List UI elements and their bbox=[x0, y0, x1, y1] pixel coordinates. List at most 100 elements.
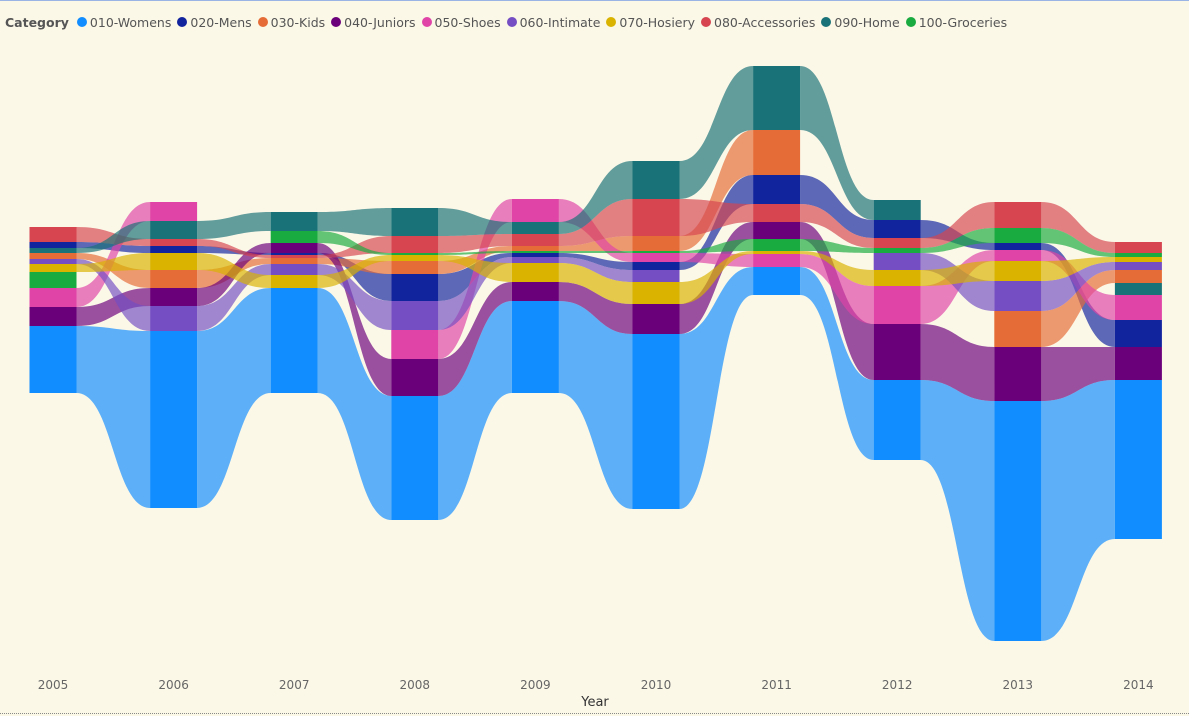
ribbon-010-womens-2011-2012[interactable] bbox=[800, 267, 874, 460]
ribbon-090-home-2007-2008[interactable] bbox=[317, 208, 392, 236]
bar-segment-050-shoes-2013[interactable] bbox=[994, 250, 1042, 261]
bar-segment-060-intimate-2013[interactable] bbox=[994, 281, 1042, 311]
bar-segment-020-mens-2008[interactable] bbox=[391, 274, 439, 301]
bar-segment-010-womens-2010[interactable] bbox=[632, 334, 680, 509]
ribbon-020-mens-2009-2010[interactable] bbox=[558, 253, 633, 270]
bar-segment-100-groceries-2011[interactable] bbox=[753, 239, 801, 251]
bar-segment-080-accessories-2012[interactable] bbox=[873, 238, 921, 248]
bar-segment-050-shoes-2009[interactable] bbox=[511, 199, 559, 222]
bar-segment-030-kids-2009[interactable] bbox=[511, 246, 559, 251]
ribbon-080-accessories-2013-2014[interactable] bbox=[1041, 202, 1115, 253]
legend-item-060-intimate[interactable]: 060-Intimate bbox=[506, 15, 600, 30]
bar-segment-080-accessories-2008[interactable] bbox=[391, 236, 439, 253]
bar-segment-060-intimate-2014[interactable] bbox=[1114, 262, 1162, 270]
bar-segment-090-home-2005[interactable] bbox=[29, 248, 77, 253]
ribbon-100-groceries-2008-2009[interactable] bbox=[438, 251, 512, 255]
bar-segment-030-kids-2010[interactable] bbox=[632, 236, 680, 251]
ribbon-020-mens-2007-2008[interactable] bbox=[317, 253, 392, 301]
ribbon-040-juniors-2012-2013[interactable] bbox=[920, 324, 995, 401]
ribbon-100-groceries-2011-2012[interactable] bbox=[800, 239, 874, 253]
ribbon-090-home-2011-2012[interactable] bbox=[800, 66, 874, 220]
ribbon-040-juniors-2005-2006[interactable] bbox=[76, 288, 151, 326]
bar-segment-020-mens-2014[interactable] bbox=[1114, 320, 1162, 347]
ribbon-010-womens-2005-2006[interactable] bbox=[76, 326, 151, 508]
ribbon-030-kids-2010-2011[interactable] bbox=[679, 130, 754, 251]
ribbon-080-accessories-2006-2007[interactable] bbox=[197, 239, 271, 258]
ribbon-080-accessories-2010-2011[interactable] bbox=[679, 199, 754, 236]
ribbon-070-hosiery-2013-2014[interactable] bbox=[1041, 257, 1115, 281]
bar-segment-040-juniors-2013[interactable] bbox=[994, 347, 1042, 401]
bar-segment-080-accessories-2006[interactable] bbox=[150, 239, 198, 246]
bar-segment-010-womens-2014[interactable] bbox=[1114, 380, 1162, 539]
ribbon-010-womens-2010-2011[interactable] bbox=[679, 267, 754, 509]
bar-segment-080-accessories-2011[interactable] bbox=[753, 204, 801, 222]
bar-segment-080-accessories-2014[interactable] bbox=[1114, 242, 1162, 253]
ribbon-010-womens-2008-2009[interactable] bbox=[438, 301, 512, 520]
bar-segment-070-hosiery-2006[interactable] bbox=[150, 253, 198, 270]
bar-segment-070-hosiery-2012[interactable] bbox=[873, 270, 921, 286]
bar-segment-100-groceries-2009[interactable] bbox=[511, 251, 559, 253]
bar-segment-090-home-2014[interactable] bbox=[1114, 283, 1162, 295]
bar-segment-060-intimate-2005[interactable] bbox=[29, 259, 77, 264]
ribbon-040-juniors-2013-2014[interactable] bbox=[1041, 347, 1115, 401]
bar-segment-010-womens-2007[interactable] bbox=[270, 288, 318, 393]
bar-segment-050-shoes-2011[interactable] bbox=[753, 254, 801, 267]
bar-segment-070-hosiery-2007[interactable] bbox=[270, 275, 318, 288]
ribbon-070-hosiery-2007-2008[interactable] bbox=[317, 255, 392, 288]
bar-segment-030-kids-2007[interactable] bbox=[270, 258, 318, 264]
bar-segment-010-womens-2005[interactable] bbox=[29, 326, 77, 393]
bar-segment-090-home-2010[interactable] bbox=[632, 161, 680, 199]
legend-item-020-mens[interactable]: 020-Mens bbox=[177, 15, 252, 30]
bar-segment-090-home-2012[interactable] bbox=[873, 200, 921, 220]
bar-segment-040-juniors-2008[interactable] bbox=[391, 359, 439, 396]
ribbon-070-hosiery-2009-2010[interactable] bbox=[558, 263, 633, 304]
bar-segment-020-mens-2009[interactable] bbox=[511, 253, 559, 257]
bar-segment-090-home-2007[interactable] bbox=[270, 212, 318, 231]
ribbon-050-shoes-2011-2012[interactable] bbox=[800, 254, 874, 324]
bar-segment-060-intimate-2007[interactable] bbox=[270, 264, 318, 275]
bar-segment-090-home-2008[interactable] bbox=[391, 208, 439, 236]
bar-segment-060-intimate-2008[interactable] bbox=[391, 301, 439, 330]
ribbon-080-accessories-2011-2012[interactable] bbox=[800, 204, 874, 248]
bar-segment-050-shoes-2008[interactable] bbox=[391, 330, 439, 359]
ribbon-100-groceries-2009-2010[interactable] bbox=[558, 251, 633, 253]
ribbon-010-womens-2012-2013[interactable] bbox=[920, 380, 995, 641]
bar-segment-040-juniors-2006[interactable] bbox=[150, 288, 198, 306]
bar-segment-020-mens-2010[interactable] bbox=[632, 262, 680, 270]
bar-segment-040-juniors-2012[interactable] bbox=[873, 324, 921, 380]
ribbon-070-hosiery-2008-2009[interactable] bbox=[438, 255, 512, 282]
ribbon-010-womens-2007-2008[interactable] bbox=[317, 288, 392, 520]
bar-segment-100-groceries-2010[interactable] bbox=[632, 251, 680, 253]
bar-segment-050-shoes-2012[interactable] bbox=[873, 286, 921, 324]
bar-segment-030-kids-2013[interactable] bbox=[994, 311, 1042, 347]
ribbon-060-intimate-2008-2009[interactable] bbox=[438, 257, 512, 330]
bar-segment-100-groceries-2012[interactable] bbox=[873, 248, 921, 253]
bar-segment-060-intimate-2006[interactable] bbox=[150, 306, 198, 331]
legend-item-010-womens[interactable]: 010-Womens bbox=[76, 15, 171, 30]
legend-item-090-home[interactable]: 090-Home bbox=[821, 15, 900, 30]
bar-segment-080-accessories-2005[interactable] bbox=[29, 227, 77, 242]
bar-segment-100-groceries-2014[interactable] bbox=[1114, 253, 1162, 257]
ribbon-090-home-2009-2010[interactable] bbox=[558, 161, 633, 234]
bar-segment-060-intimate-2010[interactable] bbox=[632, 270, 680, 282]
bar-segment-090-home-2011[interactable] bbox=[753, 66, 801, 130]
ribbon-040-juniors-2009-2010[interactable] bbox=[558, 282, 633, 334]
bar-segment-040-juniors-2010[interactable] bbox=[632, 304, 680, 334]
ribbon-010-womens-2013-2014[interactable] bbox=[1041, 380, 1115, 641]
bar-segment-090-home-2006[interactable] bbox=[150, 221, 198, 239]
bar-segment-030-kids-2005[interactable] bbox=[29, 253, 77, 259]
ribbon-070-hosiery-2010-2011[interactable] bbox=[679, 251, 754, 304]
bar-segment-040-juniors-2009[interactable] bbox=[511, 282, 559, 301]
bar-segment-020-mens-2005[interactable] bbox=[29, 242, 77, 248]
ribbon-100-groceries-2007-2008[interactable] bbox=[317, 231, 392, 255]
ribbon-020-mens-2011-2012[interactable] bbox=[800, 175, 874, 238]
ribbon-030-kids-2013-2014[interactable] bbox=[1041, 270, 1115, 347]
bar-segment-040-juniors-2007[interactable] bbox=[270, 243, 318, 253]
bar-segment-010-womens-2009[interactable] bbox=[511, 301, 559, 393]
bar-segment-070-hosiery-2014[interactable] bbox=[1114, 257, 1162, 262]
bar-segment-100-groceries-2008[interactable] bbox=[391, 253, 439, 255]
bar-segment-050-shoes-2014[interactable] bbox=[1114, 295, 1162, 320]
bar-segment-020-mens-2011[interactable] bbox=[753, 175, 801, 204]
bar-segment-070-hosiery-2013[interactable] bbox=[994, 261, 1042, 281]
ribbon-040-juniors-2007-2008[interactable] bbox=[317, 243, 392, 396]
